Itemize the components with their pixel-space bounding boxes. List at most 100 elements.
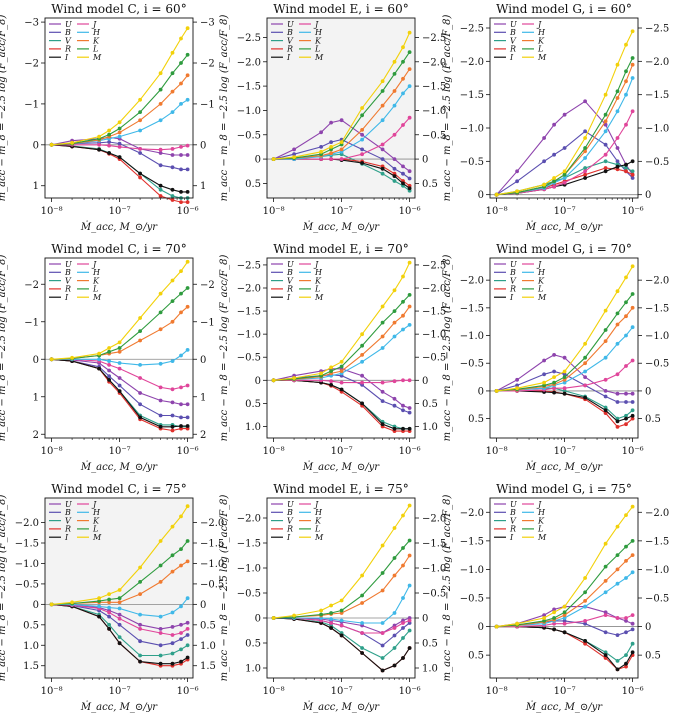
data-point-H: [583, 604, 587, 609]
y-tick-label-left: −2.0: [460, 276, 484, 287]
data-point-V: [630, 641, 635, 646]
data-point-K: [185, 304, 190, 309]
series-line-L: [273, 51, 411, 160]
data-point-B: [583, 129, 587, 134]
data-point-M: [70, 355, 74, 360]
data-point-U: [179, 622, 183, 627]
data-point-H: [179, 353, 183, 358]
series-line-J: [51, 603, 188, 636]
data-point-K: [630, 62, 635, 67]
x-axis-label: Ṁ_acc, M_⊙/yr: [525, 461, 603, 473]
data-point-U: [603, 610, 608, 615]
y-tick-label-right: 0.5: [422, 639, 438, 650]
plot-frame: [44, 17, 194, 199]
data-point-B: [401, 626, 405, 630]
y-tick-label-right: −1.0: [422, 564, 446, 575]
data-point-M: [117, 588, 122, 592]
data-point-L: [170, 299, 175, 303]
series-line-M: [273, 262, 411, 381]
data-point-V: [138, 653, 143, 658]
y-tick-label-right: −1.0: [645, 565, 669, 576]
data-point-U: [138, 391, 143, 395]
y-tick-label-left: −0.5: [237, 353, 261, 364]
data-point-U: [407, 406, 412, 410]
data-point-U: [319, 130, 323, 135]
data-point-L: [117, 346, 122, 350]
y-tick-label-right: 0: [645, 386, 651, 397]
data-point-B: [138, 402, 143, 407]
legend-label-I: I: [286, 53, 291, 62]
data-point-L: [97, 599, 101, 603]
x-tick-label: 10⁻⁸: [41, 686, 63, 697]
data-point-V: [630, 169, 635, 174]
legend-label-J: J: [313, 20, 319, 29]
legend-label-L: L: [537, 285, 543, 294]
data-point-M: [583, 136, 587, 140]
data-point-H: [339, 618, 344, 623]
data-point-M: [380, 543, 385, 548]
data-point-I: [630, 159, 635, 164]
data-point-M: [552, 610, 556, 615]
plot-background: [267, 258, 415, 438]
data-point-L: [407, 50, 412, 54]
data-point-L: [185, 52, 190, 57]
data-point-U: [392, 157, 397, 162]
data-point-M: [624, 275, 628, 280]
data-point-J: [562, 386, 567, 391]
data-point-V: [603, 405, 608, 410]
data-point-J: [407, 115, 412, 120]
legend-label-H: H: [314, 28, 323, 37]
x-axis-label: Ṁ_acc, M_⊙/yr: [80, 461, 158, 473]
data-point-L: [380, 571, 385, 575]
data-point-U: [170, 400, 175, 405]
data-point-H: [185, 596, 190, 601]
data-point-J: [138, 376, 143, 380]
data-point-L: [360, 593, 364, 598]
y-tick-label-left: −2.0: [460, 508, 484, 519]
data-point-B: [615, 633, 620, 637]
y-tick-label-right: −2.0: [422, 514, 446, 525]
data-point-L: [583, 590, 587, 595]
data-point-M: [515, 621, 519, 626]
data-point-K: [179, 81, 183, 86]
data-point-L: [392, 556, 397, 560]
data-point-B: [292, 152, 296, 157]
legend-label-R: R: [509, 285, 516, 294]
data-point-K: [380, 103, 385, 108]
data-point-B: [117, 141, 122, 146]
data-point-B: [319, 145, 323, 149]
data-point-K: [179, 563, 183, 568]
data-point-I: [630, 413, 635, 418]
data-point-M: [97, 596, 101, 601]
data-point-M: [542, 182, 546, 187]
x-tick-label: 10⁻⁶: [622, 686, 644, 697]
data-point-K: [107, 600, 111, 605]
data-point-I: [170, 424, 175, 429]
y-tick-label-left: −0.5: [460, 157, 484, 168]
data-point-M: [603, 92, 608, 97]
y-tick-label-right: −0.5: [200, 579, 224, 590]
data-point-B: [392, 403, 397, 408]
data-point-I: [615, 667, 620, 672]
series-line-M: [273, 32, 411, 160]
data-point-M: [360, 332, 364, 337]
data-point-V: [401, 636, 405, 640]
data-point-I: [360, 161, 364, 165]
series-line-J: [496, 614, 633, 628]
data-point-U: [630, 621, 635, 626]
data-point-H: [138, 363, 143, 367]
data-point-H: [117, 134, 122, 139]
legend-label-I: I: [509, 53, 514, 62]
y-tick-label-right: −1.0: [645, 331, 669, 342]
data-point-M: [292, 155, 296, 160]
legend-label-H: H: [92, 508, 101, 517]
data-point-K: [401, 76, 405, 81]
data-point-R: [583, 641, 587, 646]
data-point-L: [360, 113, 364, 118]
data-point-J: [562, 621, 567, 626]
data-point-H: [170, 610, 175, 615]
y-tick-label-right: −1.0: [422, 106, 446, 117]
data-point-M: [401, 274, 405, 279]
plot-background: [267, 18, 415, 198]
series-line-U: [273, 368, 410, 409]
